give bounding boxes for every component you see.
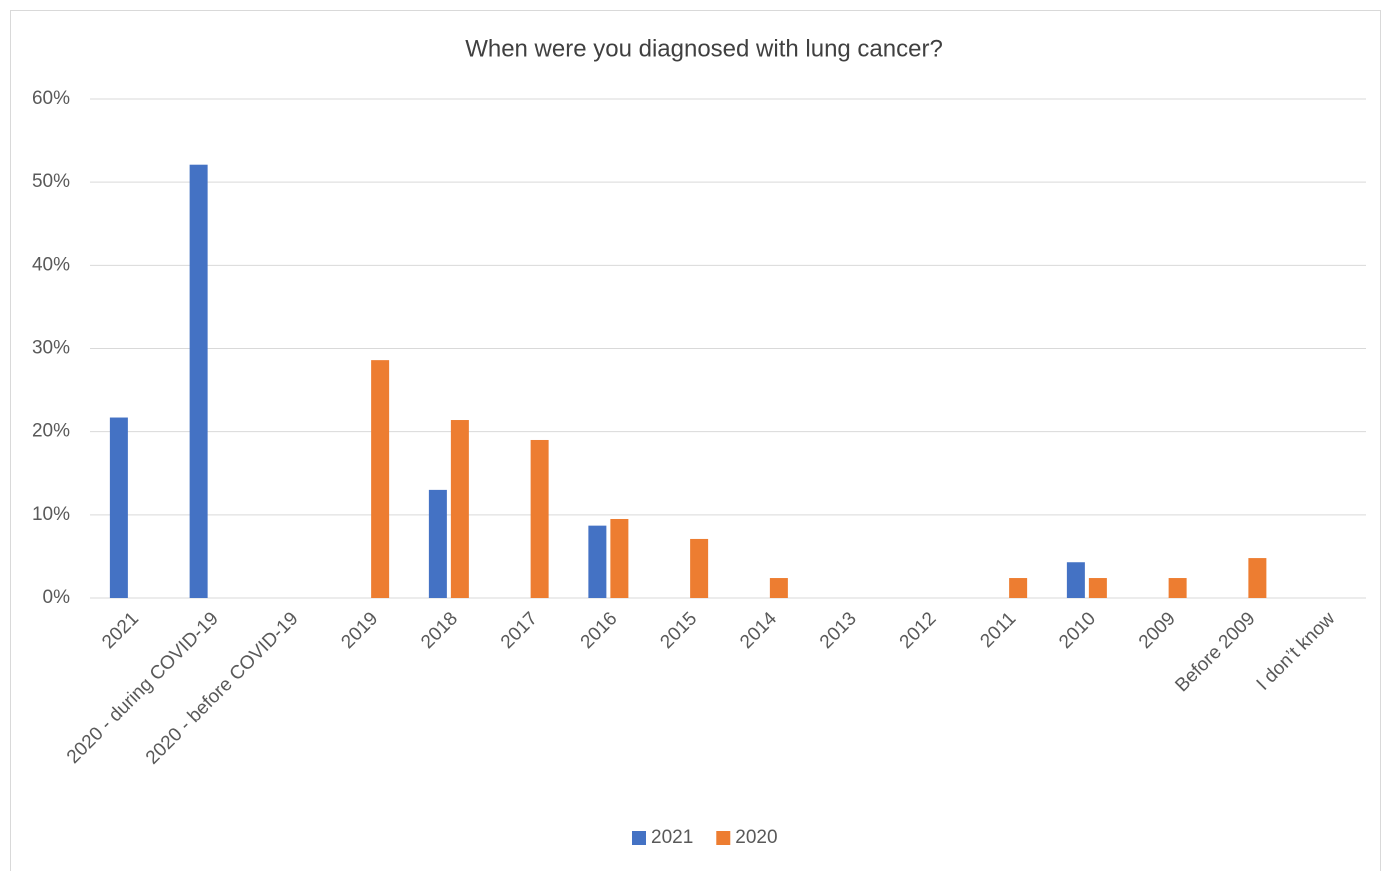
x-tick-label: 2020 - during COVID-19 (63, 608, 223, 768)
y-tick-label: 60% (32, 88, 70, 109)
bar (109, 417, 128, 598)
legend-label: 2021 (651, 827, 693, 848)
x-tick-label: 2018 (417, 608, 462, 653)
bar (371, 360, 390, 598)
x-tick-label: Before 2009 (1171, 608, 1259, 696)
bar (530, 439, 549, 598)
bar (588, 525, 607, 598)
x-tick-label: 2020 - before COVID-19 (142, 608, 302, 768)
bar (1088, 578, 1107, 598)
bar (1066, 562, 1085, 598)
legend-label: 2020 (735, 827, 777, 848)
bar (610, 518, 629, 598)
chart-frame (10, 10, 1381, 871)
x-tick-label: 2021 (98, 608, 143, 653)
bar (1009, 578, 1028, 598)
bar (189, 164, 208, 598)
bar (450, 420, 469, 598)
legend-swatch (716, 831, 731, 845)
y-tick-label: 30% (32, 338, 70, 359)
legend-swatch (632, 831, 646, 845)
x-tick-label: 2012 (896, 608, 941, 653)
x-tick-label: 2015 (656, 608, 701, 653)
y-tick-label: 50% (32, 171, 70, 192)
x-tick-label: 2009 (1135, 608, 1180, 653)
bar (428, 489, 447, 598)
y-tick-label: 10% (32, 504, 70, 525)
x-tick-label: 2019 (337, 608, 382, 653)
x-tick-label: 2011 (976, 608, 1020, 652)
x-tick-label: 2010 (1055, 608, 1100, 653)
bar (1248, 558, 1267, 598)
x-tick-label: 2014 (736, 608, 781, 653)
chart-title: When were you diagnosed with lung cancer… (465, 35, 943, 62)
bar (690, 538, 709, 598)
y-tick-label: 20% (32, 421, 70, 442)
bar (769, 578, 788, 598)
x-tick-label: 2017 (497, 608, 542, 653)
y-tick-label: 40% (32, 254, 70, 275)
x-tick-label: I don’t know (1253, 608, 1340, 695)
x-tick-label: 2013 (816, 608, 861, 653)
bar (1168, 578, 1187, 598)
x-tick-label: 2016 (577, 608, 622, 653)
y-tick-label: 0% (43, 587, 71, 608)
